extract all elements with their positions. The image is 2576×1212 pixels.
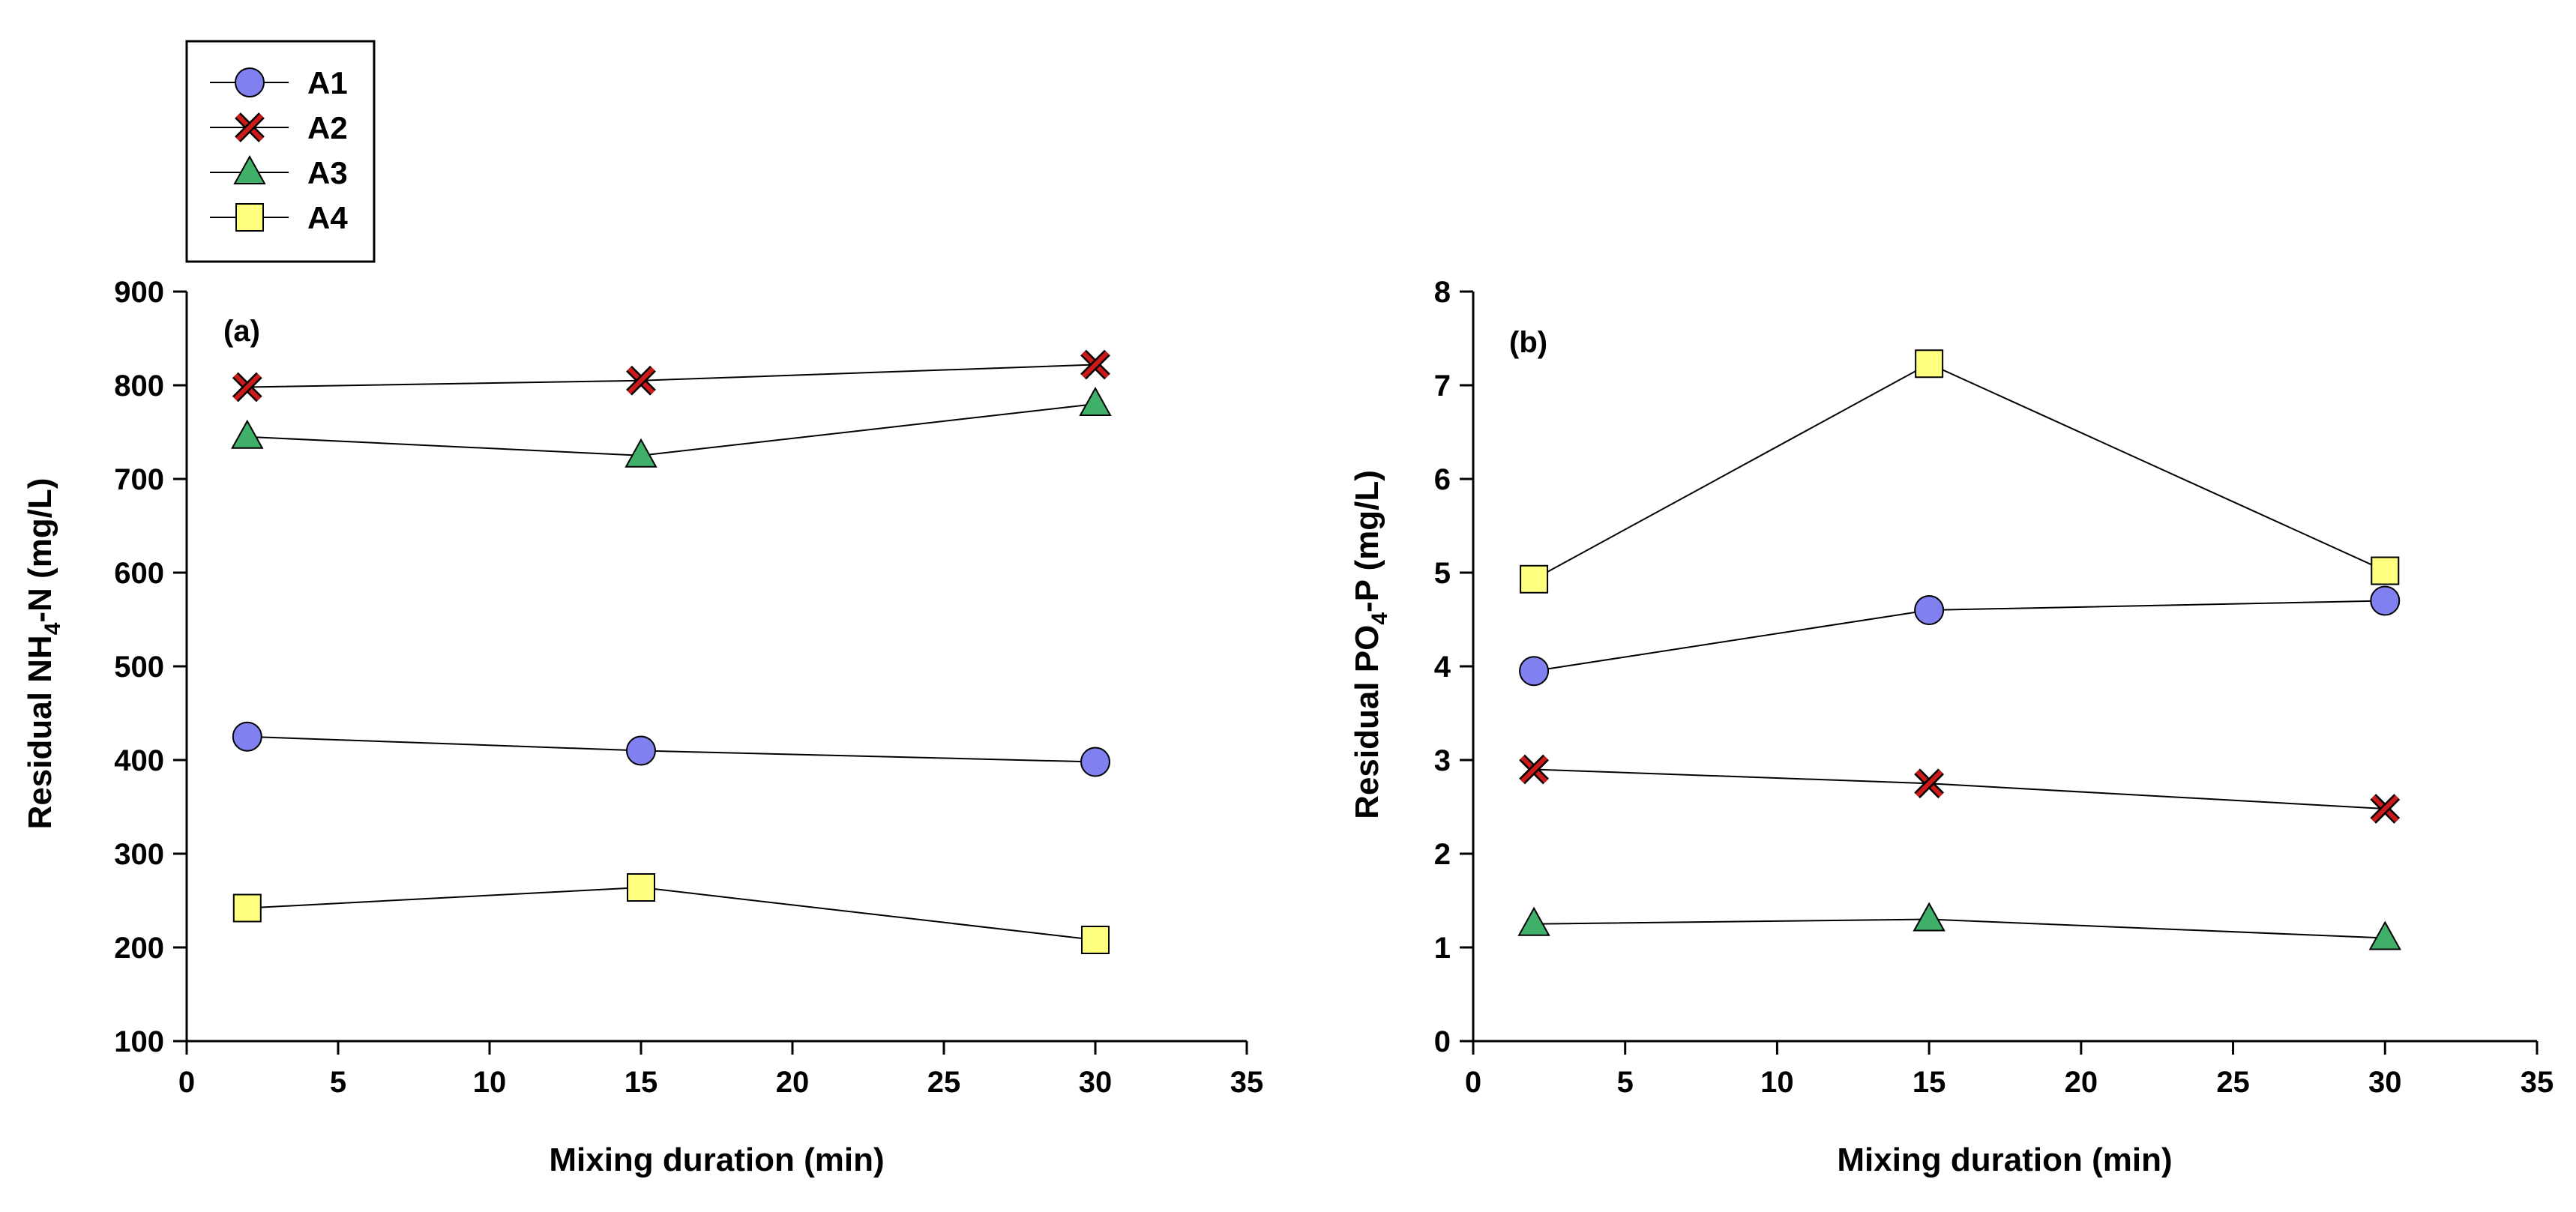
data-point-a2 bbox=[2370, 794, 2401, 824]
y-tick-label: 100 bbox=[114, 1025, 164, 1058]
y-axis-title-a: Residual NH4-N (mg/L) bbox=[22, 478, 65, 830]
x-tick-label: 5 bbox=[330, 1066, 346, 1099]
series-line-a3 bbox=[247, 403, 1096, 456]
x-tick-label: 35 bbox=[1230, 1066, 1264, 1099]
data-point-a4 bbox=[1915, 349, 1944, 379]
data-point-a4 bbox=[232, 893, 262, 923]
data-point-a1 bbox=[2370, 585, 2401, 616]
data-point-a1 bbox=[626, 735, 656, 766]
x-tick-label: 30 bbox=[1079, 1066, 1113, 1099]
series-a1-points bbox=[232, 721, 1110, 777]
chart-panel-b: 0 1 2 3 4 5 6 7 8 0 5 10 15 20 25 30 35 (b) Mixing durat… bbox=[1349, 276, 2554, 1178]
series-line-a1 bbox=[247, 735, 1096, 763]
legend-label: A3 bbox=[307, 155, 348, 190]
y-tick-label: 500 bbox=[114, 651, 164, 684]
data-point-a1 bbox=[232, 721, 262, 752]
y-tick-label: 7 bbox=[1434, 370, 1451, 403]
legend-marker-square-icon bbox=[235, 203, 264, 232]
legend-box bbox=[185, 40, 376, 263]
data-point-a3 bbox=[2368, 920, 2401, 950]
legend: A1 A2 A3 A4 bbox=[185, 40, 376, 263]
data-point-a3 bbox=[1517, 906, 1550, 936]
y-tick-label: 800 bbox=[114, 370, 164, 403]
legend-item-a1: A1 bbox=[210, 65, 348, 100]
panel-label-a: (a) bbox=[223, 315, 260, 348]
series-line-a1 bbox=[1533, 600, 2386, 672]
legend-label: A4 bbox=[307, 200, 348, 235]
legend-item-a2: A2 bbox=[210, 110, 348, 145]
series-a3-points bbox=[1517, 902, 2401, 950]
legend-item-a3: A3 bbox=[210, 154, 348, 190]
x-tick-label: 10 bbox=[473, 1066, 507, 1099]
series-a1-points bbox=[1519, 585, 2401, 687]
legend-marker-x-cross-icon bbox=[235, 112, 265, 142]
y-tick-label: 200 bbox=[114, 932, 164, 965]
data-point-a2 bbox=[1914, 768, 1945, 799]
series-a4-points bbox=[232, 873, 1110, 954]
x-tick-label: 25 bbox=[2216, 1066, 2250, 1099]
y-tick-label: 4 bbox=[1434, 651, 1451, 684]
x-tick-label: 25 bbox=[927, 1066, 961, 1099]
y-tick-label: 5 bbox=[1434, 557, 1451, 590]
x-tick-label: 30 bbox=[2368, 1066, 2402, 1099]
series-line-a4 bbox=[1533, 363, 2386, 580]
x-tick-label: 0 bbox=[178, 1066, 195, 1099]
data-point-a1 bbox=[1519, 656, 1550, 687]
x-tick-label: 0 bbox=[1465, 1066, 1481, 1099]
y-tick-label: 400 bbox=[114, 744, 164, 777]
data-point-a3 bbox=[1079, 386, 1112, 416]
x-axis-title-b: Mixing duration (min) bbox=[1837, 1142, 2172, 1178]
series-line-a4 bbox=[247, 886, 1096, 941]
y-tick-label: 8 bbox=[1434, 276, 1451, 309]
legend-marker-circle-icon bbox=[235, 67, 265, 97]
x-tick-label: 15 bbox=[1913, 1066, 1946, 1099]
y-tick-label: 700 bbox=[114, 463, 164, 496]
y-tick-label: 6 bbox=[1434, 463, 1451, 496]
legend-item-a4: A4 bbox=[210, 200, 348, 235]
series-line-a2 bbox=[1534, 768, 2386, 809]
legend-marker-triangle-icon bbox=[233, 154, 266, 184]
data-point-a4 bbox=[627, 873, 655, 902]
series-a4-points bbox=[1520, 349, 2400, 594]
data-point-a2 bbox=[1519, 754, 1549, 785]
data-point-a4 bbox=[1081, 926, 1110, 954]
data-point-a1 bbox=[1080, 747, 1110, 777]
legend-label: A2 bbox=[307, 110, 348, 145]
x-tick-label: 20 bbox=[776, 1066, 810, 1099]
y-tick-label: 1 bbox=[1434, 932, 1451, 965]
legend-label: A1 bbox=[307, 65, 348, 100]
x-tick-label: 20 bbox=[2065, 1066, 2098, 1099]
data-point-a1 bbox=[1914, 595, 1945, 625]
data-point-a2 bbox=[1080, 349, 1110, 380]
y-tick-label: 900 bbox=[114, 276, 164, 309]
x-tick-label: 35 bbox=[2521, 1066, 2554, 1099]
data-point-a3 bbox=[625, 438, 657, 468]
y-tick-label: 600 bbox=[114, 557, 164, 590]
y-tick-label: 300 bbox=[114, 838, 164, 871]
data-point-a3 bbox=[231, 419, 264, 449]
series-line-a2 bbox=[247, 364, 1096, 388]
y-axis-title-b: Residual PO4-P (mg/L) bbox=[1349, 470, 1392, 819]
data-point-a4 bbox=[2371, 556, 2400, 585]
data-point-a2 bbox=[232, 372, 262, 403]
y-tick-label: 3 bbox=[1434, 744, 1451, 777]
data-point-a4 bbox=[1520, 564, 1549, 594]
x-axis-title-a: Mixing duration (min) bbox=[549, 1142, 884, 1178]
panel-label-b: (b) bbox=[1509, 326, 1547, 359]
series-a3-points bbox=[231, 386, 1112, 468]
series-line-a3 bbox=[1534, 918, 2386, 939]
y-tick-label: 0 bbox=[1434, 1025, 1451, 1058]
x-tick-label: 10 bbox=[1760, 1066, 1794, 1099]
x-tick-label: 5 bbox=[1617, 1066, 1634, 1099]
data-point-a3 bbox=[1913, 902, 1945, 932]
chart-panel-a: 100 200 300 400 500 600 700 800 900 0 5 10 15 20 25 30 3… bbox=[22, 276, 1263, 1178]
series-a2-points bbox=[1519, 754, 2401, 824]
y-tick-label: 2 bbox=[1434, 838, 1451, 871]
x-tick-label: 15 bbox=[625, 1066, 658, 1099]
series-a2-points bbox=[232, 349, 1110, 403]
data-point-a2 bbox=[626, 365, 656, 396]
